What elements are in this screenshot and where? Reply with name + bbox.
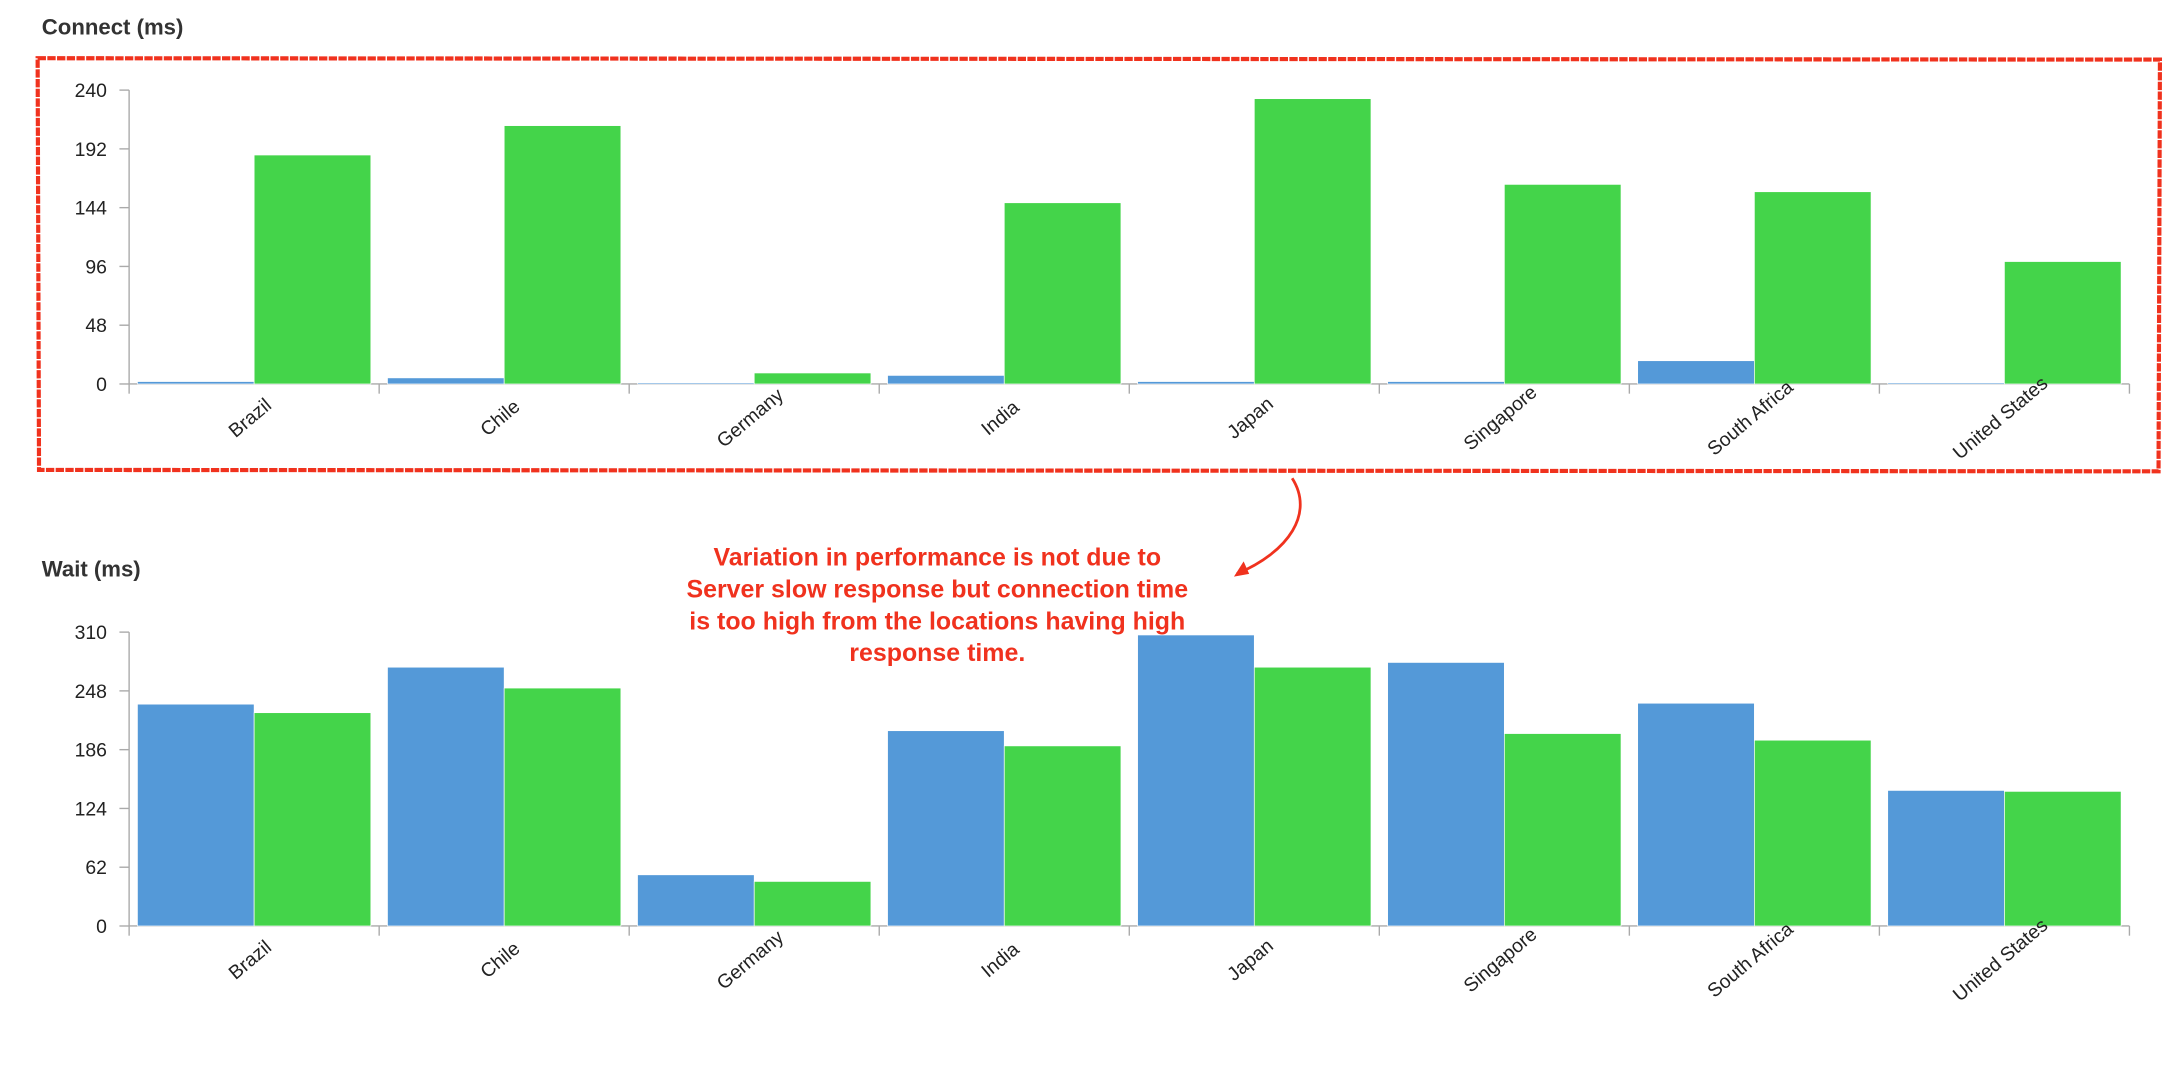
bar	[1137, 634, 1255, 927]
y-tick-label: 62	[85, 857, 107, 879]
bar	[2004, 791, 2122, 927]
x-tick-label: India	[977, 396, 1024, 440]
x-tick-label: United States	[1949, 372, 2052, 464]
x-tick-label: South Africa	[1703, 376, 1797, 460]
bar	[887, 375, 1005, 385]
annotation: Server slow response but connection time	[686, 575, 1188, 603]
bar	[1754, 739, 1872, 927]
bar	[1137, 381, 1255, 385]
bar	[1637, 360, 1755, 385]
annotation: Variation in performance is not due to	[714, 544, 1162, 572]
bar	[1637, 702, 1755, 927]
bar	[137, 381, 255, 385]
bar	[887, 730, 1005, 927]
x-tick-label: Brazil	[225, 936, 276, 984]
x-tick-label: Singapore	[1460, 923, 1542, 997]
x-tick-label: United States	[1949, 914, 2052, 1006]
bar	[753, 372, 872, 385]
bar	[637, 874, 755, 927]
y-tick-label: 192	[75, 139, 107, 161]
arrow-head	[1233, 561, 1250, 577]
x-tick-label: South Africa	[1703, 918, 1797, 1002]
bar	[253, 154, 372, 385]
bar	[1387, 662, 1505, 927]
bar	[1503, 184, 1622, 385]
y-tick-label: 310	[75, 622, 108, 644]
chart-title: Wait (ms)	[42, 557, 141, 582]
annotation: is too high from the locations having hi…	[689, 607, 1185, 635]
y-tick-label: 248	[75, 681, 107, 703]
x-tick-label: Chile	[476, 396, 524, 441]
bar	[503, 125, 622, 385]
x-tick-label: Chile	[476, 938, 524, 983]
bar	[2004, 261, 2122, 385]
bar	[1503, 733, 1622, 927]
bar	[1003, 745, 1122, 927]
bar	[137, 703, 255, 927]
chart-title: Connect (ms)	[42, 15, 184, 40]
x-tick-label: Japan	[1223, 935, 1278, 986]
y-tick-label: 48	[85, 315, 107, 337]
y-tick-label: 144	[75, 198, 108, 220]
y-tick-label: 186	[75, 740, 107, 762]
x-tick-label: Japan	[1223, 393, 1278, 444]
y-tick-label: 124	[75, 798, 108, 820]
y-tick-label: 0	[96, 374, 107, 396]
y-tick-label: 0	[96, 916, 107, 938]
bar	[1887, 382, 2005, 385]
bar	[387, 666, 505, 927]
bar	[637, 382, 755, 385]
x-tick-label: India	[977, 938, 1024, 982]
bar	[753, 881, 872, 927]
bar	[1253, 666, 1372, 927]
bar	[1887, 790, 2005, 927]
bar	[1754, 191, 1872, 385]
highlight-box	[35, 56, 2163, 474]
bar	[387, 377, 505, 385]
arrow	[1236, 477, 1302, 576]
x-tick-label: Germany	[713, 384, 788, 452]
bar	[1003, 202, 1122, 385]
bar	[1387, 381, 1505, 385]
bar	[253, 712, 372, 927]
bar	[503, 687, 622, 927]
x-tick-label: Germany	[713, 926, 788, 994]
bar	[1253, 98, 1372, 385]
annotation: response time.	[849, 639, 1025, 667]
y-tick-label: 96	[85, 256, 107, 278]
x-tick-label: Brazil	[225, 394, 276, 442]
x-tick-label: Singapore	[1460, 381, 1542, 455]
y-tick-label: 240	[75, 80, 108, 102]
